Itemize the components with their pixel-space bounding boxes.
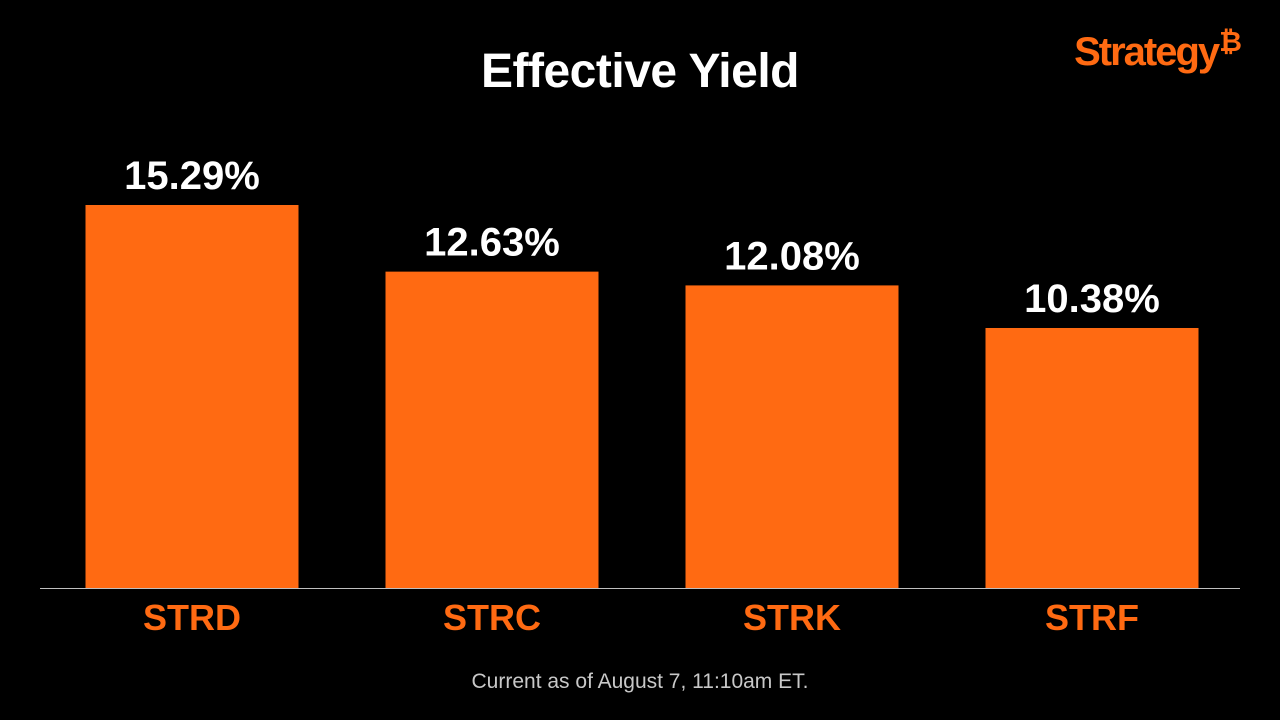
bar-strk bbox=[685, 285, 899, 588]
strategy-logo: Strategy₿ bbox=[1074, 26, 1242, 75]
category-label-strd: STRD bbox=[143, 597, 241, 638]
data-label-strf: 10.38% bbox=[1024, 277, 1160, 321]
data-label-strk: 12.08% bbox=[724, 234, 860, 278]
category-label-strc: STRC bbox=[443, 597, 541, 638]
bar-strd bbox=[85, 205, 299, 588]
bar-strc bbox=[385, 271, 599, 588]
data-label-strc: 12.63% bbox=[424, 221, 560, 265]
data-label-strd: 15.29% bbox=[124, 154, 260, 198]
category-label-strf: STRF bbox=[1045, 597, 1139, 638]
chart-title: Effective Yield bbox=[481, 45, 799, 98]
category-label-strk: STRK bbox=[743, 597, 841, 638]
footnote: Current as of August 7, 11:10am ET. bbox=[471, 670, 809, 693]
bitcoin-icon: ₿ bbox=[1219, 26, 1242, 57]
logo-wordmark: Strategy bbox=[1074, 30, 1220, 74]
bar-strf bbox=[985, 327, 1199, 588]
